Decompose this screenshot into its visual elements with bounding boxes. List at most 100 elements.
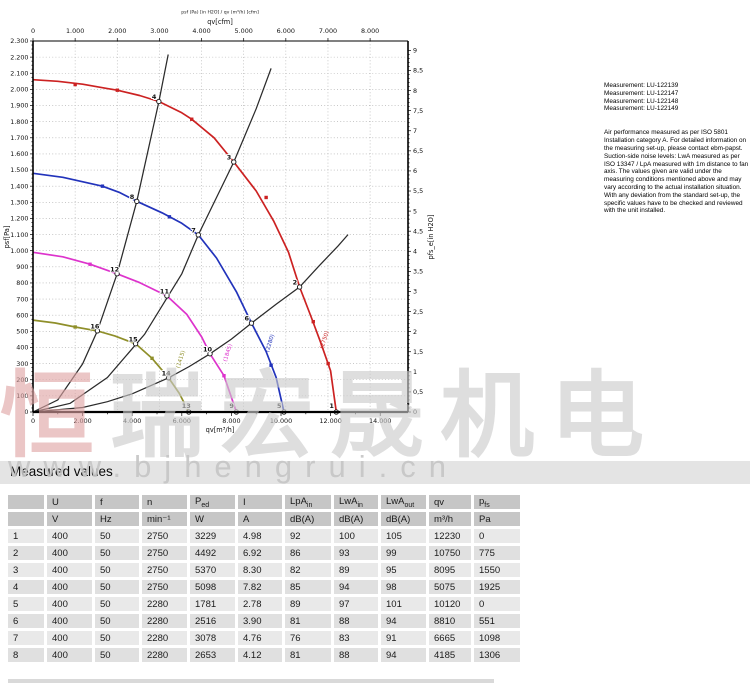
- right-tick-label: 3: [413, 288, 417, 296]
- right-tick-label: 0: [413, 408, 417, 416]
- table-cell: 86: [285, 546, 331, 560]
- operating-point-marker: [156, 98, 162, 105]
- table-cell: 5075: [429, 580, 471, 594]
- operating-point-marker: [207, 351, 213, 357]
- operating-point-number: 16: [90, 322, 100, 330]
- right-tick-label: 8,5: [413, 67, 423, 75]
- table-cell: 7: [8, 631, 44, 645]
- column-header: f: [95, 495, 139, 509]
- table-cell: 3.90: [238, 614, 282, 628]
- watermark-char: 电: [550, 366, 661, 468]
- bottom-tick-label: 6.000: [173, 417, 191, 425]
- measurement-notes: Measurement: LU-122139 Measurement: LU-1…: [604, 82, 750, 215]
- operating-point-number: 2: [293, 278, 298, 286]
- table-cell: 94: [381, 614, 426, 628]
- fan-curve-2280-group: (2280): [32, 172, 285, 413]
- column-header: LwAout: [381, 495, 426, 509]
- right-tick-label: 8: [413, 87, 417, 95]
- right-tick-label: 9: [413, 47, 417, 55]
- table-cell: 10750: [429, 546, 471, 560]
- table-cell: 94: [381, 648, 426, 662]
- table-cell: 1: [8, 529, 44, 543]
- table-cell: 400: [47, 563, 92, 577]
- column-header: qv: [429, 495, 471, 509]
- table-cell: 400: [47, 631, 92, 645]
- left-axis-ticks: 0 100 200 300 400 500 600 700 800 900 1.000 1.100 1.…: [10, 37, 33, 416]
- left-tick-label: 1.600: [10, 150, 28, 158]
- column-unit: W: [190, 512, 235, 526]
- table-cell: 4.98: [238, 529, 282, 543]
- column-unit: min⁻¹: [142, 512, 187, 526]
- measurement-id: Measurement: LU-122149: [604, 105, 679, 113]
- table-cell: 2750: [142, 546, 187, 560]
- table-cell: 2: [8, 546, 44, 560]
- operating-point-number: 13: [182, 402, 191, 410]
- left-tick-label: 600: [16, 311, 28, 319]
- curve-marker: [115, 88, 120, 92]
- table-cell: 2750: [142, 563, 187, 577]
- bottom-tick-label: 4.000: [123, 417, 141, 425]
- table-cell: 85: [285, 580, 331, 594]
- left-tick-label: 500: [16, 328, 28, 336]
- column-unit: m³/h: [429, 512, 471, 526]
- top-tick-label: 4.000: [192, 27, 210, 35]
- left-tick-label: 2.100: [10, 69, 28, 77]
- table-cell: 88: [334, 648, 378, 662]
- right-tick-label: 7: [413, 127, 417, 135]
- left-tick-label: 800: [16, 279, 28, 287]
- top-tick-label: 3.000: [150, 27, 168, 35]
- operating-point-marker: [132, 341, 139, 347]
- table-cell: 2280: [142, 614, 187, 628]
- left-tick-label: 1.700: [10, 134, 28, 142]
- measurement-id: Measurement: LU-122139: [604, 82, 679, 89]
- curve-marker: [73, 82, 77, 87]
- bottom-tick-label: 14.000: [369, 417, 391, 425]
- column-unit: dB(A): [334, 512, 378, 526]
- operating-point-number: 8: [130, 193, 135, 201]
- right-tick-label: 1: [413, 368, 417, 376]
- table-cell: 1550: [474, 563, 520, 577]
- table-cell: 1306: [474, 648, 520, 662]
- table-cell: 83: [334, 631, 378, 645]
- fan-curve-1415: [32, 319, 190, 413]
- column-unit: Pa: [474, 512, 520, 526]
- table-row: 5 400 50 2280 1781 2.78 89 97 101 10120 0: [8, 597, 520, 611]
- table-cell: 100: [334, 529, 378, 543]
- table-cell: 5098: [190, 580, 235, 594]
- top-tick-label: 8.000: [361, 27, 379, 35]
- table-cell: 2280: [142, 631, 187, 645]
- table-cell: 6.92: [238, 546, 282, 560]
- left-tick-label: 400: [16, 344, 28, 352]
- right-tick-label: 6: [413, 167, 417, 175]
- operating-point-number: 7: [191, 226, 196, 234]
- table-cell: 89: [334, 563, 378, 577]
- table-cell: 2280: [142, 648, 187, 662]
- table-cell: 2750: [142, 580, 187, 594]
- column-unit: V: [47, 512, 92, 526]
- operating-point-marker: [296, 284, 303, 290]
- table-cell: 50: [95, 631, 139, 645]
- table-cell: 82: [285, 563, 331, 577]
- curve-rpm-label: (1415): [176, 350, 187, 369]
- operating-point-number: 10: [203, 345, 213, 353]
- table-cell: 10120: [429, 597, 471, 611]
- curve-marker: [326, 361, 330, 366]
- table-cell: 4: [8, 580, 44, 594]
- top-tick-label: 6.000: [277, 27, 295, 35]
- curve-marker: [167, 215, 172, 219]
- curve-marker: [150, 356, 154, 360]
- left-tick-label: 1.400: [10, 182, 28, 190]
- curve-marker: [100, 184, 105, 188]
- top-tick-label: 1.000: [66, 27, 84, 35]
- table-row: 1 400 50 2750 3229 4.98 92 100 105 12230 0: [8, 529, 520, 543]
- table-cell: 97: [334, 597, 378, 611]
- table-row: 3 400 50 2750 5370 8.30 82 89 95 8095 1550: [8, 563, 520, 577]
- column-header: U: [47, 495, 92, 509]
- left-tick-label: 200: [16, 376, 28, 384]
- table-cell: 95: [381, 563, 426, 577]
- right-axis-title: pfs_e[in H2O]: [427, 215, 435, 260]
- table-cell: 12230: [429, 529, 471, 543]
